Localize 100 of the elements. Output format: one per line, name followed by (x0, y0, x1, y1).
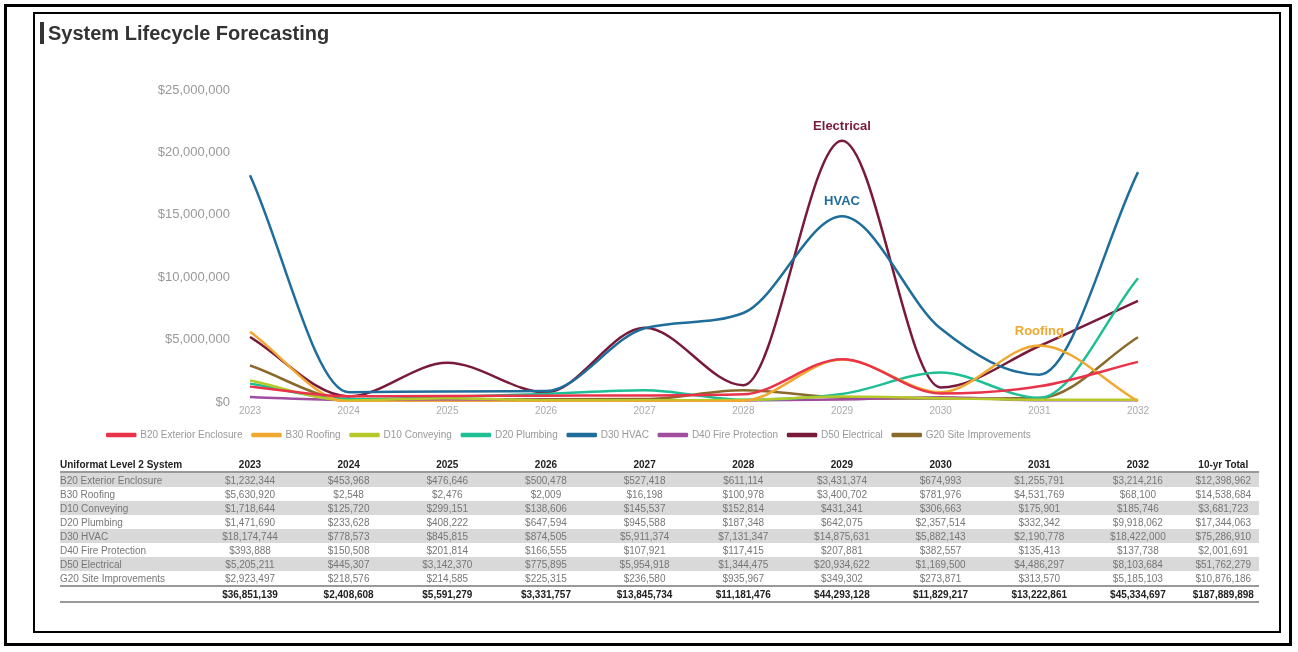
x-tick-label: 2031 (989, 457, 1089, 472)
x-tick-label: 2032 (1088, 457, 1188, 472)
data-label: $647,594 (524, 515, 568, 529)
data-label: $175,901 (989, 501, 1089, 515)
x-tick-label: 2023 (200, 457, 300, 472)
data-label: $674,993 (891, 472, 990, 487)
category-label: 2025 (436, 404, 459, 416)
annotation: HVAC (824, 193, 861, 209)
text: $14,538,684 (1194, 487, 1253, 501)
text: D20 Plumbing (60, 516, 123, 528)
category-label: 2024 (337, 404, 360, 416)
data-label: $5,954,918 (595, 557, 694, 571)
text: D30 HVAC (60, 530, 109, 542)
data-label: $845,815 (397, 529, 497, 543)
data-label: $306,663 (891, 501, 990, 515)
y-tick-label: $0 (215, 393, 230, 409)
data-label: $2,548 (332, 487, 365, 501)
text: $11,829,217 (913, 588, 969, 600)
data-label: $781,976 (918, 487, 963, 501)
category-label: 2028 (732, 404, 755, 416)
text: B30 Roofing (60, 488, 116, 500)
y-tick-label: $20,000,000 (157, 143, 230, 159)
data-label: $137,738 (1116, 543, 1160, 557)
data-label: $100,978 (721, 487, 766, 501)
data-label: $445,307 (299, 557, 398, 571)
data-label: $138,606 (496, 501, 596, 515)
text: $13,845,734 (616, 588, 673, 600)
category-label: 2030 (929, 404, 952, 416)
data-label: $313,570 (1017, 571, 1062, 586)
data-label: $1,232,344 (200, 472, 300, 487)
text: D10 Conveying (60, 502, 129, 514)
category-label: 2032 (1126, 404, 1150, 416)
text: $12,398,962 (1187, 472, 1260, 487)
data-label: $207,881 (820, 543, 864, 557)
data-label: $431,341 (792, 501, 892, 515)
data-label: $349,302 (820, 571, 864, 586)
y-tick-label: $15,000,000 (157, 206, 230, 222)
data-label: $152,814 (693, 501, 793, 515)
y-tick-label: $5,000,000 (164, 331, 230, 347)
data-label: $4,486,297 (989, 557, 1089, 571)
legend-label: D20 Plumbing (494, 428, 558, 440)
data-label: $3,400,702 (815, 487, 868, 501)
data-label: $611,114 (693, 472, 793, 487)
text: $187,889,898 (1187, 586, 1260, 602)
data-label: $2,476 (431, 487, 464, 501)
data-label: $145,537 (595, 501, 694, 515)
data-label: $393,888 (228, 543, 272, 557)
data-label: $1,471,690 (223, 515, 276, 529)
data-label: $3,431,374 (792, 472, 892, 487)
data-label: $14,875,631 (792, 529, 892, 543)
text: $13,222,861 (1011, 588, 1068, 600)
data-label: $408,222 (425, 515, 470, 529)
text: $3,331,757 (520, 588, 571, 600)
text: Uniformat Level 2 System (60, 457, 201, 472)
text: $2,001,691 (1197, 543, 1250, 557)
text: B20 Exterior Enclosure (60, 474, 163, 486)
data-label: $8,103,684 (1088, 557, 1188, 571)
data-label: $117,415 (721, 543, 765, 557)
data-label: $1,344,475 (693, 557, 793, 571)
annotation: Electrical (813, 117, 871, 133)
data-label: $236,580 (622, 571, 667, 586)
category-label: 2027 (633, 404, 656, 416)
y-tick-label: $25,000,000 (157, 81, 230, 97)
data-label: $18,422,000 (1088, 529, 1188, 543)
data-label: $2,357,514 (914, 515, 967, 529)
text: $10,876,186 (1194, 571, 1253, 586)
legend-label: G20 Site Improvements (925, 428, 1031, 440)
data-label: $125,720 (299, 501, 398, 515)
data-label: $332,342 (1017, 515, 1062, 529)
data-label: $3,142,370 (397, 557, 497, 571)
data-label: $9,918,062 (1111, 515, 1164, 529)
data-label: $874,505 (496, 529, 596, 543)
line-series (248, 357, 1140, 398)
data-label: $107,921 (622, 543, 667, 557)
text: 10-yr Total (1187, 457, 1260, 472)
text: G20 Site Improvements (60, 572, 166, 584)
data-label: $299,151 (397, 501, 497, 515)
data-label: $1,718,644 (200, 501, 300, 515)
data-label: $778,573 (299, 529, 398, 543)
category-label: 2026 (534, 404, 558, 416)
data-label: $20,934,622 (792, 557, 892, 571)
category-label: 2031 (1028, 404, 1051, 416)
text: $17,344,063 (1194, 515, 1253, 529)
data-label: $5,185,103 (1111, 571, 1164, 586)
data-label: $2,190,778 (989, 529, 1089, 543)
data-label: $2,009 (529, 487, 563, 501)
data-label: $5,882,143 (891, 529, 990, 543)
data-label: $150,508 (326, 543, 371, 557)
data-label: $18,174,744 (200, 529, 300, 543)
legend-label: D50 Electrical (821, 428, 883, 440)
text: $44,293,128 (814, 588, 870, 600)
data-label: $233,628 (326, 515, 371, 529)
x-tick-label: 2030 (891, 457, 990, 472)
data-label: $3,214,216 (1088, 472, 1188, 487)
text: $51,762,279 (1187, 557, 1260, 571)
data-label: $2,923,497 (223, 571, 276, 586)
category-label: 2023 (238, 404, 262, 416)
data-label: $5,205,211 (200, 557, 300, 571)
y-tick-label: $10,000,000 (157, 268, 230, 284)
data-label: $935,967 (721, 571, 766, 586)
